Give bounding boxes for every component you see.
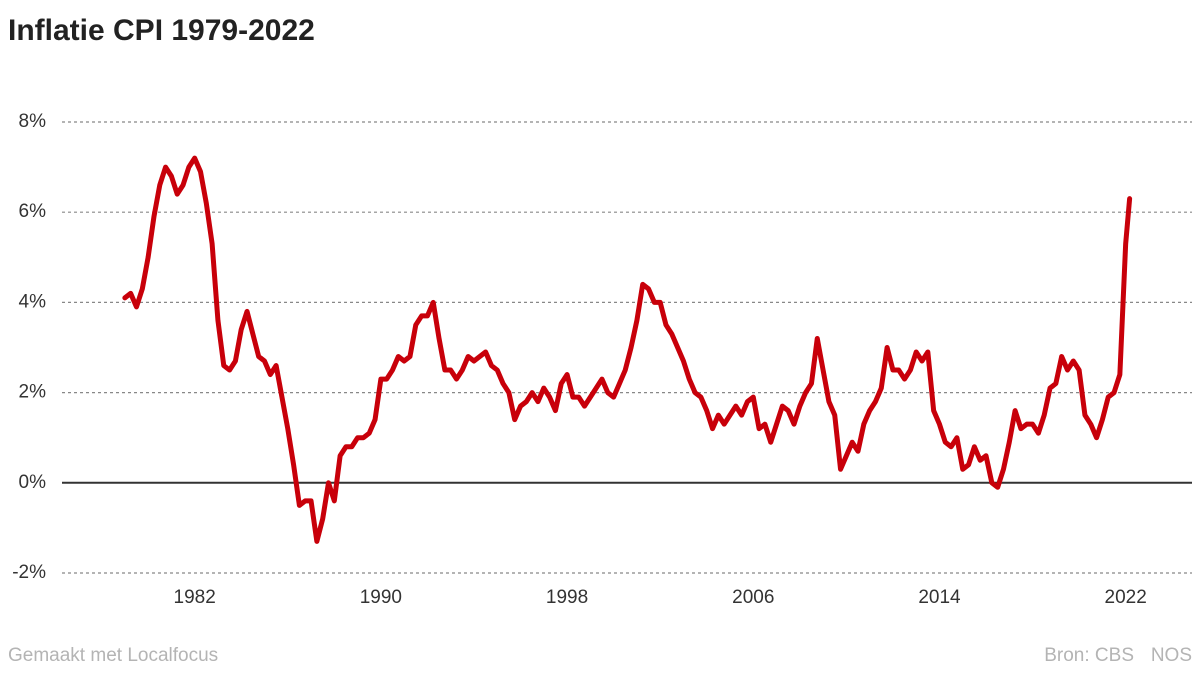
y-tick-label: -2% (12, 562, 46, 583)
x-tick-label: 2022 (1105, 587, 1147, 608)
source: Bron: CBS (1044, 645, 1134, 666)
x-tick-label: 1990 (360, 587, 402, 608)
y-tick-label: 8% (19, 111, 47, 132)
data-line (122, 155, 1133, 544)
x-tick-label: 2006 (732, 587, 774, 608)
credit: Gemaakt met Localfocus (8, 645, 218, 666)
y-tick-label: 6% (19, 201, 47, 222)
y-tick-label: 0% (19, 472, 47, 493)
publisher: NOS (1151, 645, 1192, 666)
x-tick-label: 2014 (918, 587, 961, 608)
y-tick-label: 2% (19, 382, 47, 403)
y-tick-label: 4% (19, 291, 47, 312)
chart-title: Inflatie CPI 1979-2022 (8, 14, 315, 47)
x-tick-label: 1982 (174, 587, 216, 608)
x-tick-label: 1998 (546, 587, 588, 608)
